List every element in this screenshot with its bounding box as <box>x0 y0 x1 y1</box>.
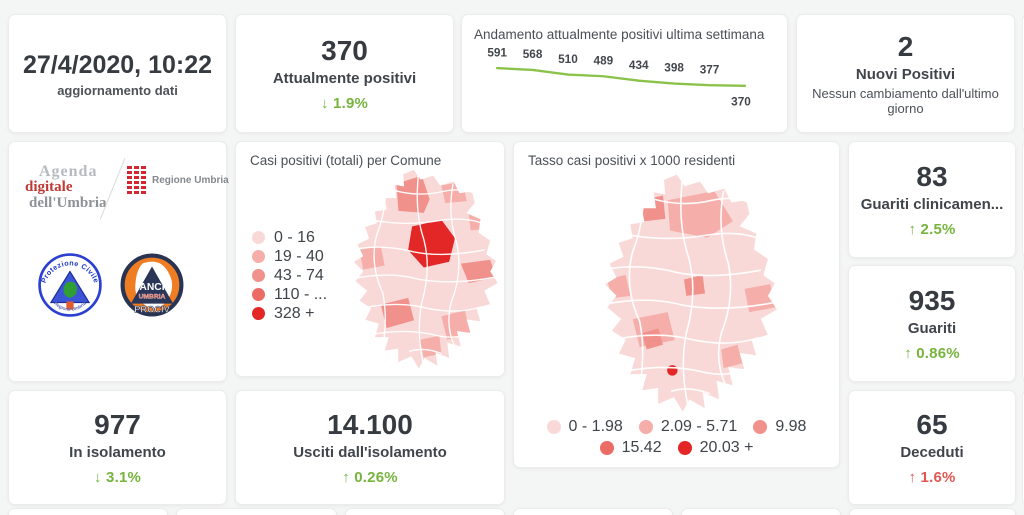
deceduti-label: Deceduti <box>900 444 964 462</box>
nuovi-sublabel: Nessun cambiamento dall'ultimo giorno <box>812 86 999 117</box>
attualmente-label: Attualmente positivi <box>272 70 417 88</box>
attualmente-value: 370 <box>321 34 368 66</box>
guariti-label: Guariti <box>907 320 957 338</box>
card-guariti: 935 Guariti ↑ 0.86% <box>848 265 1016 382</box>
partial-card <box>345 508 505 515</box>
agenda-digitale-logo: Agenda digitale dell'Umbria <box>23 163 107 211</box>
umbria-shape-green <box>63 281 77 298</box>
up-arrow-icon: ↑ <box>342 469 350 487</box>
legend-dot <box>753 420 768 434</box>
legend-dot <box>599 441 614 455</box>
guariti-clin-value: 83 <box>916 160 948 192</box>
usciti-value: 14.100 <box>327 408 413 440</box>
anci-text: ANCI <box>139 282 164 293</box>
nuovi-label: Nuovi Positivi <box>855 66 956 84</box>
card-map-tasso: Tasso casi positivi x 1000 residenti <box>513 141 840 468</box>
nuovi-value: 2 <box>897 30 914 62</box>
svg-text:568: 568 <box>523 48 543 61</box>
card-attualmente-positivi: 370 Attualmente positivi ↓ 1.9% <box>235 14 454 133</box>
legend-dot <box>638 420 653 434</box>
legend-item: 9.98 <box>753 418 806 436</box>
map-comuni-legend: 0 - 16 19 - 40 43 - 74 110 - ... 328 + <box>252 228 327 323</box>
partial-card <box>849 508 1016 515</box>
map-comuni-title: Casi positivi (totali) per Comune <box>250 153 442 168</box>
svg-text:398: 398 <box>664 62 684 75</box>
svg-text:489: 489 <box>594 54 614 67</box>
update-label: aggiornamento dati <box>57 82 178 98</box>
protezione-civile-logo-icon: Protezione Civile Regione Umbria <box>38 253 102 317</box>
guariti-delta: ↑ 0.86% <box>904 345 960 363</box>
attualmente-delta: ↓ 1.9% <box>321 95 368 112</box>
card-logos: Agenda digitale dell'Umbria Regione Umbr… <box>8 141 229 382</box>
partial-card <box>681 508 841 515</box>
card-map-casi-comune: Casi positivi (totali) per Comune 0 - 16… <box>235 141 505 377</box>
regione-umbria-label: Regione Umbria <box>152 174 229 186</box>
legend-dot <box>546 420 561 434</box>
legend-dot <box>677 441 692 455</box>
svg-text:434: 434 <box>629 59 649 72</box>
legend-item: 110 - ... <box>252 285 327 304</box>
anci-umbria-text: UMBRIA <box>139 293 166 300</box>
regione-umbria-logo: Regione Umbria <box>127 166 229 194</box>
legend-dot <box>252 288 265 301</box>
legend-item: 0 - 16 <box>252 228 327 247</box>
card-deceduti: 65 Deceduti ↑ 1.6% <box>848 390 1016 505</box>
regione-umbria-mark-icon <box>127 166 146 194</box>
isolamento-delta: ↓ 3.1% <box>93 469 142 487</box>
legend-dot <box>252 250 265 263</box>
deceduti-delta: ↑ 1.6% <box>908 469 956 487</box>
map-tasso-legend: 0 - 1.98 2.09 - 5.71 9.98 15.42 20.03 + <box>514 418 839 457</box>
usciti-delta: ↑ 0.26% <box>342 469 398 487</box>
partial-card <box>176 508 337 515</box>
svg-text:377: 377 <box>700 63 720 76</box>
card-data-aggiornamento: 27/4/2020, 10:22 aggiornamento dati <box>8 14 227 133</box>
up-arrow-icon: ↑ <box>908 221 917 239</box>
legend-item: 19 - 40 <box>252 247 327 266</box>
update-datetime: 27/4/2020, 10:22 <box>22 50 213 79</box>
partial-card <box>8 508 168 515</box>
card-nuovi-positivi: 2 Nuovi Positivi Nessun cambiamento dall… <box>796 14 1015 133</box>
card-guariti-clinicamente: 83 Guariti clinicamen... ↑ 2.5% <box>848 141 1016 258</box>
card-trend-chart: Andamento attualmente positivi ultima se… <box>461 14 788 133</box>
isolamento-value: 977 <box>94 408 141 440</box>
choropleth-map-comuni[interactable] <box>326 166 502 373</box>
legend-item: 15.42 <box>599 439 662 457</box>
legend-item: 43 - 74 <box>252 266 327 285</box>
legend-dot <box>252 269 265 282</box>
map-tasso-title: Tasso casi positivi x 1000 residenti <box>528 153 736 168</box>
agenda-logo-line2: digitale <box>25 179 73 196</box>
guariti-value: 935 <box>908 284 956 316</box>
trend-line-svg[interactable]: 591 568 510 489 434 398 377 370 <box>462 15 787 132</box>
up-arrow-icon: ↑ <box>904 345 912 363</box>
svg-text:591: 591 <box>487 46 507 59</box>
agenda-logo-line1: Agenda <box>39 163 98 180</box>
guariti-clin-label: Guariti clinicamen... <box>860 196 1004 214</box>
choropleth-map-tasso[interactable] <box>572 170 782 417</box>
legend-dot <box>252 307 265 320</box>
up-arrow-icon: ↑ <box>908 469 917 487</box>
anci-prociv-logo-icon: ANCI UMBRIA PROCIV <box>120 253 184 317</box>
legend-item: 328 + <box>252 304 327 323</box>
card-usciti-isolamento: 14.100 Usciti dall'isolamento ↑ 0.26% <box>235 390 505 505</box>
svg-text:510: 510 <box>558 53 578 66</box>
svg-text:370: 370 <box>731 95 751 108</box>
down-arrow-icon: ↓ <box>320 95 329 113</box>
prociv-text: PROCIV <box>134 304 170 314</box>
deceduti-value: 65 <box>916 408 948 440</box>
partial-card <box>513 508 673 515</box>
legend-item: 0 - 1.98 <box>546 418 623 436</box>
attualmente-delta-pct: 1.9% <box>333 95 369 113</box>
down-arrow-icon: ↓ <box>93 469 102 487</box>
legend-item: 20.03 + <box>677 439 753 457</box>
isolamento-label: In isolamento <box>69 444 166 462</box>
trend-chart-title: Andamento attualmente positivi ultima se… <box>474 27 765 42</box>
agenda-logo-line3: dell'Umbria <box>29 194 107 211</box>
legend-dot <box>252 231 265 244</box>
card-in-isolamento: 977 In isolamento ↓ 3.1% <box>8 390 227 505</box>
guariti-clin-delta: ↑ 2.5% <box>908 221 956 239</box>
legend-item: 2.09 - 5.71 <box>638 418 737 436</box>
usciti-label: Usciti dall'isolamento <box>293 444 447 462</box>
